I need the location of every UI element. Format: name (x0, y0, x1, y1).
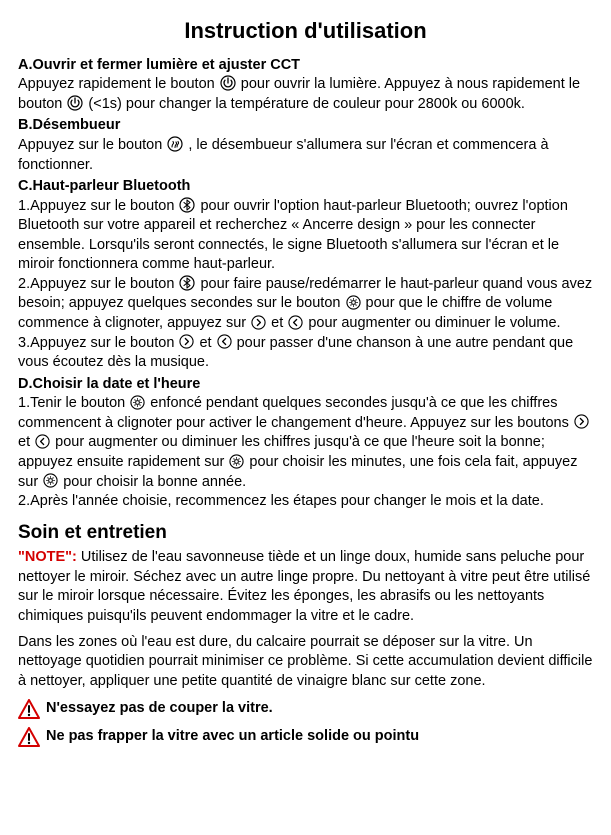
power-icon (220, 75, 236, 91)
left-icon (217, 334, 232, 349)
section-c-head: C.Haut-parleur Bluetooth (18, 177, 593, 197)
warning-icon (18, 727, 40, 747)
warning-2: Ne pas frapper la vitre avec un article … (18, 727, 593, 747)
warning-icon (18, 699, 40, 719)
section-c-p2: 2.Appuyez sur le bouton pour faire pause… (18, 275, 593, 334)
warning-1: N'essayez pas de couper la vitre. (18, 699, 593, 719)
power-icon (67, 95, 83, 111)
care-title: Soin et entretien (18, 520, 593, 546)
section-d-head: D.Choisir la date et l'heure (18, 375, 593, 395)
left-icon (35, 434, 50, 449)
section-c-p1: 1.Appuyez sur le bouton pour ouvrir l'op… (18, 197, 593, 275)
gear-icon (346, 295, 361, 310)
section-b-head: B.Désembueur (18, 116, 593, 136)
gear-icon (229, 454, 244, 469)
section-d-p2: 2.Après l'année choisie, recommencez les… (18, 492, 593, 512)
section-d-p1: 1.Tenir le bouton enfoncé pendant quelqu… (18, 394, 593, 492)
page-title: Instruction d'utilisation (18, 16, 593, 46)
right-icon (251, 315, 266, 330)
section-b-text: Appuyez sur le bouton , le désembueur s'… (18, 136, 593, 175)
heat-icon (167, 136, 183, 152)
section-c-p3: 3.Appuyez sur le bouton et pour passer d… (18, 334, 593, 373)
warning-1-text: N'essayez pas de couper la vitre. (46, 699, 273, 719)
bluetooth-icon (179, 275, 195, 291)
warning-2-text: Ne pas frapper la vitre avec un article … (46, 727, 419, 747)
gear-icon (43, 473, 58, 488)
gear-icon (130, 395, 145, 410)
note-label: "NOTE": (18, 549, 77, 565)
right-icon (179, 334, 194, 349)
care-note: "NOTE": Utilisez de l'eau savonneuse tiè… (18, 548, 593, 626)
section-a-head: A.Ouvrir et fermer lumière et ajuster CC… (18, 56, 593, 76)
section-a-text: Appuyez rapidement le bouton pour ouvrir… (18, 75, 593, 114)
right-icon (574, 414, 589, 429)
bluetooth-icon (179, 197, 195, 213)
care-p2: Dans les zones où l'eau est dure, du cal… (18, 633, 593, 692)
left-icon (288, 315, 303, 330)
